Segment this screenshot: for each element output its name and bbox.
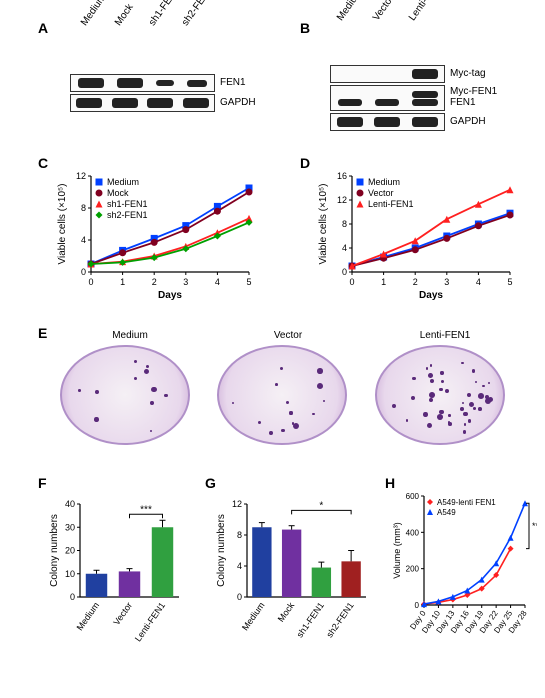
svg-text:Viable cells (×10⁵): Viable cells (×10⁵) [57, 184, 68, 265]
svg-text:3: 3 [444, 277, 449, 287]
svg-text:4: 4 [476, 277, 481, 287]
row-label: FEN1 [220, 77, 246, 88]
svg-text:Medium: Medium [240, 600, 267, 632]
panel-h-chart: 0200400600Day 0Day 10Day 13Day 16Day 19D… [392, 490, 537, 655]
svg-text:4: 4 [342, 243, 347, 253]
panel-b-blot: Medium Vector Lenti-FEN1 Myc-tag Myc-FEN… [330, 65, 445, 133]
blot-row-fen1 [70, 74, 215, 92]
row-label: Myc-tag [450, 68, 486, 79]
svg-text:**: ** [532, 521, 537, 531]
svg-text:A549: A549 [437, 508, 456, 517]
svg-text:Days: Days [419, 290, 443, 300]
svg-text:Mock: Mock [107, 188, 129, 198]
colony-title: Lenti-FEN1 [405, 330, 485, 341]
svg-text:8: 8 [342, 219, 347, 229]
lane-label: Medium [335, 0, 364, 23]
svg-text:Colony numbers: Colony numbers [216, 514, 227, 587]
svg-text:0: 0 [81, 267, 86, 277]
colony-title: Medium [90, 330, 170, 341]
svg-text:5: 5 [507, 277, 512, 287]
svg-text:12: 12 [337, 195, 347, 205]
svg-text:0: 0 [70, 592, 75, 602]
svg-text:Colony numbers: Colony numbers [49, 514, 60, 587]
colony-title: Vector [248, 330, 328, 341]
svg-text:***: *** [140, 504, 152, 515]
panel-b-label: B [300, 20, 310, 36]
svg-text:0: 0 [415, 601, 420, 610]
svg-text:Days: Days [158, 290, 182, 300]
svg-text:4: 4 [81, 235, 86, 245]
panel-f-chart: 0 10 20 30 40 Colony numbers Medium VectorLenti… [48, 490, 183, 655]
svg-text:Medium: Medium [75, 600, 102, 632]
svg-text:Volume (mm³): Volume (mm³) [392, 522, 402, 579]
panel-g-chart: 0 4 8 12 Colony numbers Medium Mocksh1-FEN1sh2… [215, 490, 370, 655]
svg-text:5: 5 [246, 277, 251, 287]
svg-text:Lenti-FEN1: Lenti-FEN1 [133, 600, 167, 643]
svg-text:0: 0 [88, 277, 93, 287]
panel-h-label: H [385, 475, 395, 491]
svg-text:Mock: Mock [276, 600, 297, 624]
panel-f-label: F [38, 475, 47, 491]
svg-text:12: 12 [232, 499, 242, 509]
svg-text:Medium: Medium [107, 177, 139, 187]
svg-text:*: * [319, 500, 323, 511]
lane-label: Medium [79, 0, 108, 28]
svg-text:4: 4 [215, 277, 220, 287]
svg-text:400: 400 [406, 528, 420, 537]
svg-text:A549-lenti FEN1: A549-lenti FEN1 [437, 498, 496, 507]
blot-row-myctag [330, 65, 445, 83]
svg-text:1: 1 [381, 277, 386, 287]
svg-text:3: 3 [183, 277, 188, 287]
blot-row-gapdh [70, 94, 215, 112]
svg-text:0: 0 [237, 592, 242, 602]
svg-text:Vector: Vector [368, 188, 394, 198]
panel-e-label: E [38, 325, 47, 341]
svg-text:2: 2 [152, 277, 157, 287]
colony-well [217, 345, 347, 445]
lane-label: sh1-FEN1 [146, 0, 181, 28]
svg-text:sh2-FEN1: sh2-FEN1 [324, 600, 355, 639]
panel-c-chart: 04812012345DaysViable cells (×10⁵)Medium… [55, 170, 255, 300]
svg-text:sh1-FEN1: sh1-FEN1 [107, 199, 148, 209]
row-label: FEN1 [450, 97, 476, 108]
colony-well [60, 345, 190, 445]
svg-text:20: 20 [65, 546, 75, 556]
row-label: GAPDH [220, 97, 256, 108]
panel-d-chart: 0481216012345DaysViable cells (×10⁵)Medi… [316, 170, 516, 300]
svg-text:40: 40 [65, 499, 75, 509]
svg-text:0: 0 [342, 267, 347, 277]
svg-text:Medium: Medium [368, 177, 400, 187]
panel-g-label: G [205, 475, 216, 491]
row-label: Myc-FEN1 [450, 86, 497, 97]
colony-well [375, 345, 505, 445]
blot-row-mycfen1 [330, 85, 445, 111]
svg-text:16: 16 [337, 171, 347, 181]
svg-text:0: 0 [349, 277, 354, 287]
svg-text:Lenti-FEN1: Lenti-FEN1 [368, 199, 414, 209]
svg-text:sh1-FEN1: sh1-FEN1 [295, 600, 326, 639]
lane-label: Vector [371, 0, 396, 23]
lane-label: Mock [113, 2, 136, 28]
row-label: GAPDH [450, 116, 486, 127]
svg-text:600: 600 [406, 492, 420, 501]
svg-text:2: 2 [413, 277, 418, 287]
panel-c-label: C [38, 155, 48, 171]
panel-d-label: D [300, 155, 310, 171]
svg-text:Vector: Vector [111, 600, 134, 627]
panel-a-label: A [38, 20, 48, 36]
svg-text:sh2-FEN1: sh2-FEN1 [107, 210, 148, 220]
svg-text:8: 8 [81, 203, 86, 213]
svg-text:30: 30 [65, 522, 75, 532]
lane-label: Lenti-FEN1 [407, 0, 445, 23]
lane-label: sh2-FEN1 [180, 0, 215, 28]
svg-text:10: 10 [65, 569, 75, 579]
blot-row-gapdh [330, 113, 445, 131]
svg-text:4: 4 [237, 561, 242, 571]
panel-a-blot: Medium Mock sh1-FEN1 sh2-FEN1 FEN1 GAPDH [70, 74, 215, 114]
svg-text:12: 12 [76, 171, 86, 181]
svg-text:200: 200 [406, 565, 420, 574]
svg-text:8: 8 [237, 530, 242, 540]
svg-text:1: 1 [120, 277, 125, 287]
svg-text:Viable cells (×10⁵): Viable cells (×10⁵) [318, 184, 329, 265]
